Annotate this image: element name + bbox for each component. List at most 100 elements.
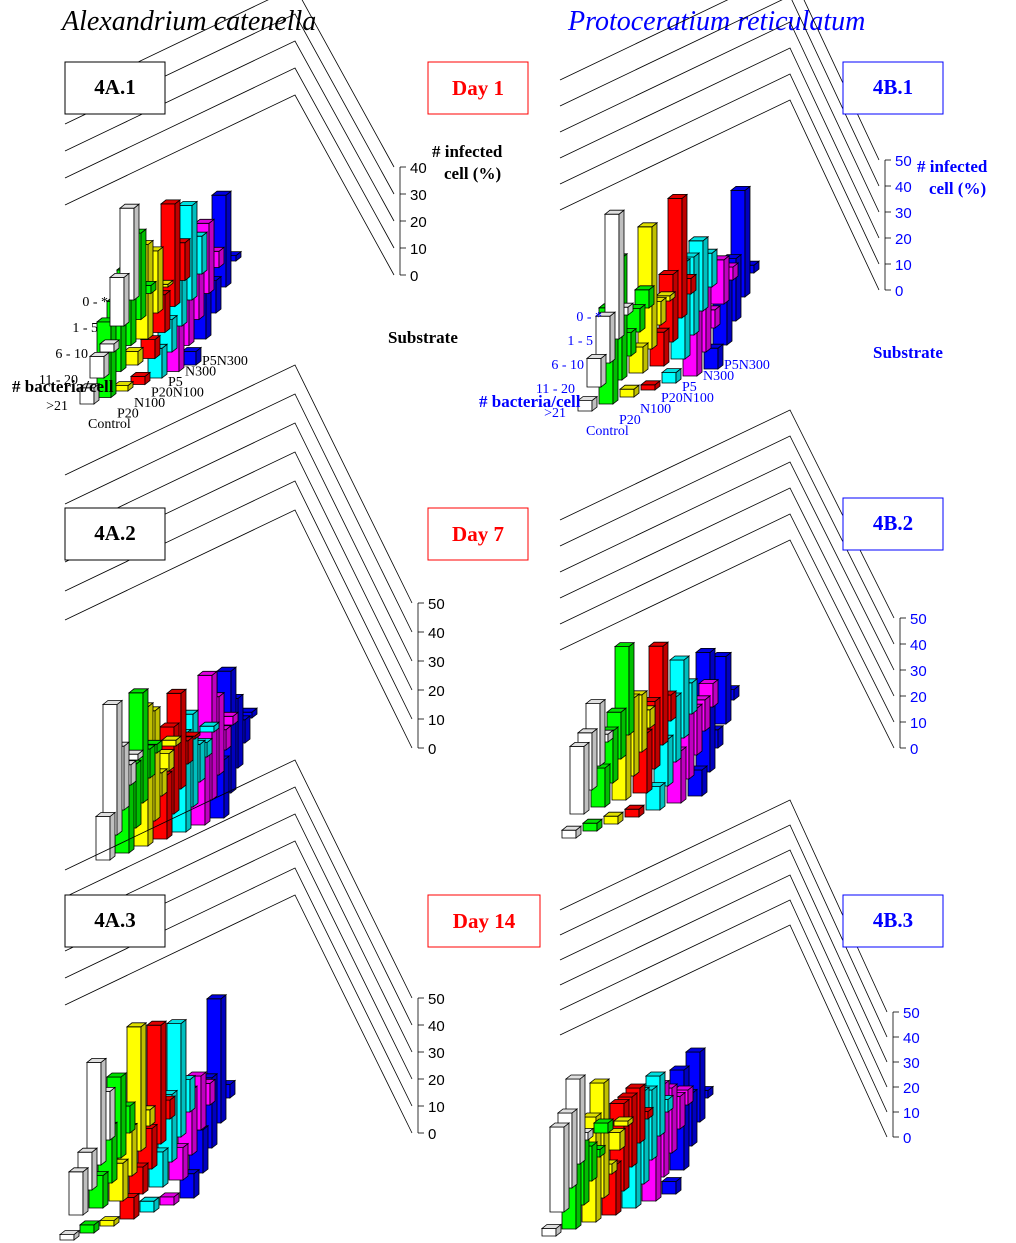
bar-top-face bbox=[623, 804, 646, 810]
bar-top-face bbox=[592, 1118, 615, 1124]
panel-id-box bbox=[842, 497, 944, 551]
bar-n100-3 bbox=[122, 346, 145, 366]
bar-top-face bbox=[159, 199, 182, 205]
substrate-tick-label: Control bbox=[586, 424, 629, 439]
bar-side-face bbox=[563, 1122, 570, 1213]
bar-side-face bbox=[184, 237, 191, 282]
row-tick-label: >21 bbox=[46, 399, 68, 414]
bar-front-face bbox=[541, 1228, 557, 1237]
bar-side-face bbox=[600, 353, 607, 388]
z-tick-label: 20 bbox=[895, 231, 912, 248]
bar-side-face bbox=[630, 327, 637, 357]
bar-control-4 bbox=[58, 1229, 81, 1241]
z-tick-label: 40 bbox=[428, 1018, 445, 1035]
bar-top-face bbox=[101, 700, 124, 705]
bar-top-face bbox=[127, 688, 150, 694]
bar-control-4 bbox=[560, 825, 583, 839]
substrate-tick-label: N100 bbox=[134, 396, 165, 411]
bar-side-face bbox=[123, 741, 130, 811]
bar-control-2 bbox=[98, 339, 121, 353]
bar-top-face bbox=[576, 728, 599, 734]
bar-top-face bbox=[602, 811, 625, 817]
chart-panel-4A-2: 0 10 20 30 40 50 4A.2 Day 7 bbox=[64, 364, 529, 861]
z-tick-label: 10 bbox=[910, 715, 927, 732]
bar-n100-4 bbox=[618, 384, 641, 398]
bar-top-face bbox=[616, 1092, 639, 1098]
bar-front-face bbox=[624, 808, 640, 818]
bar-control-1 bbox=[85, 1057, 108, 1166]
bar-side-face bbox=[704, 694, 711, 732]
bar-front-face bbox=[79, 1224, 95, 1234]
bar-top-face bbox=[196, 670, 219, 676]
bar-side-face bbox=[128, 775, 135, 854]
bar-top-face bbox=[540, 1224, 563, 1229]
bar-top-face bbox=[647, 641, 670, 647]
bar-control-1 bbox=[603, 209, 626, 340]
bar-top-face bbox=[624, 1083, 647, 1089]
z-tick-label: 40 bbox=[410, 160, 427, 177]
bar-side-face bbox=[123, 272, 130, 327]
bar-side-face bbox=[709, 647, 716, 773]
bar-front-face bbox=[199, 725, 215, 733]
gridline bbox=[559, 849, 888, 1063]
bar-top-face bbox=[98, 1216, 121, 1221]
bar-p5n300-4 bbox=[660, 1176, 683, 1195]
gridline bbox=[559, 824, 888, 1038]
substrate-axis-label: Substrate bbox=[873, 343, 943, 362]
bar-front-face bbox=[603, 815, 619, 825]
substrate-tick-label: N300 bbox=[703, 369, 734, 384]
z-axis-label: cell (%) bbox=[444, 164, 501, 183]
bar-side-face bbox=[571, 1108, 578, 1189]
bar-top-face bbox=[205, 994, 228, 1000]
bar-top-face bbox=[138, 1196, 161, 1202]
bar-control-4 bbox=[540, 1223, 563, 1237]
chart-panel-4B-1: 0 10 20 30 40 50 0 - * 1 - 5 6 - 10 11 - 20 >21 Con… bbox=[479, 0, 988, 439]
panel-id-box bbox=[842, 894, 944, 948]
bar-front-face bbox=[586, 357, 602, 388]
panel-id-label: 4B.1 bbox=[873, 75, 913, 99]
day-label: Day 14 bbox=[453, 909, 516, 933]
bar-side-face bbox=[641, 689, 648, 753]
z-tick-label: 40 bbox=[895, 179, 912, 196]
bar-top-face bbox=[160, 735, 183, 741]
bar-side-face bbox=[191, 200, 198, 301]
gridline bbox=[64, 0, 395, 168]
bar-side-face bbox=[204, 747, 211, 826]
bar-p20n100-4 bbox=[118, 1192, 141, 1220]
bar-side-face bbox=[211, 670, 218, 801]
bar-top-face bbox=[76, 1147, 99, 1153]
bar-p20n100-3 bbox=[127, 1162, 150, 1195]
bar-side-face bbox=[663, 327, 670, 367]
bar-side-face bbox=[215, 275, 222, 314]
bar-side-face bbox=[612, 726, 619, 784]
bar-p5-4 bbox=[660, 367, 683, 384]
panel-id-label: 4A.1 bbox=[94, 75, 135, 99]
bar-top-face bbox=[581, 818, 604, 824]
bar-control-1 bbox=[108, 272, 131, 327]
bar-front-face bbox=[640, 384, 656, 391]
row-tick-label: 1 - 5 bbox=[567, 334, 593, 349]
bar-side-face bbox=[628, 641, 635, 736]
z-tick-label: 20 bbox=[428, 1072, 445, 1089]
bar-side-face bbox=[160, 1020, 167, 1145]
bar-top-face bbox=[122, 347, 145, 352]
bar-control-4 bbox=[78, 382, 101, 405]
bar-control-2 bbox=[594, 311, 617, 364]
bar-side-face bbox=[225, 190, 232, 288]
bar-p5n300-1 bbox=[210, 190, 233, 288]
bar-front-face bbox=[561, 829, 577, 839]
bar-top-face bbox=[636, 222, 659, 228]
bar-side-face bbox=[711, 248, 718, 288]
bar-front-face bbox=[582, 822, 598, 832]
substrate-axis-label: Substrate bbox=[388, 328, 458, 347]
z-tick-label: 40 bbox=[903, 1030, 920, 1047]
bar-side-face bbox=[180, 688, 187, 790]
bar-p5-4 bbox=[138, 1196, 161, 1213]
gridline bbox=[559, 0, 880, 187]
panel-id-box bbox=[64, 507, 166, 561]
bar-top-face bbox=[687, 236, 710, 242]
substrate-tick-label: N300 bbox=[185, 365, 216, 380]
bar-top-face bbox=[118, 203, 141, 209]
bar-side-face bbox=[193, 1168, 200, 1199]
bar-top-face bbox=[165, 1019, 188, 1024]
